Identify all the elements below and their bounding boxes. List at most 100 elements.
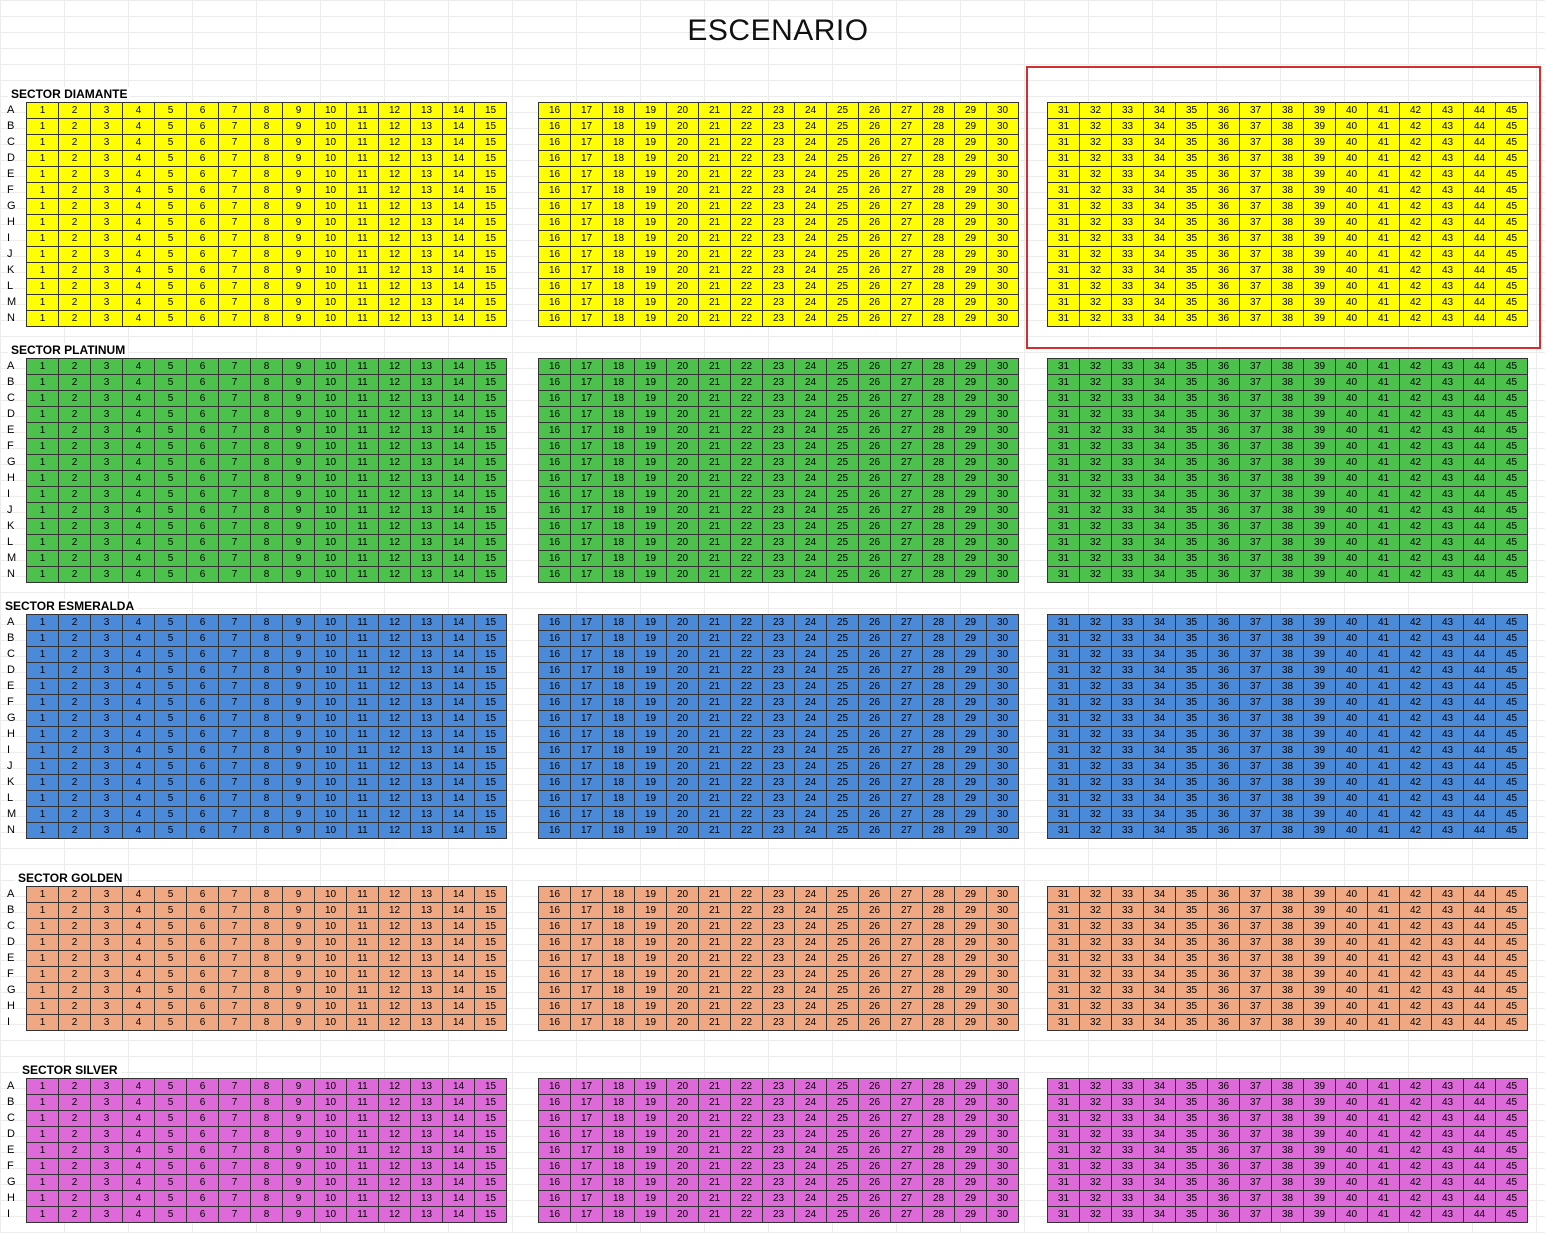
seat[interactable]: 7 bbox=[218, 998, 251, 1015]
seat[interactable]: 6 bbox=[186, 358, 219, 375]
seat[interactable]: 13 bbox=[410, 934, 443, 951]
seat[interactable]: 13 bbox=[410, 166, 443, 183]
seat[interactable]: 28 bbox=[922, 742, 955, 759]
seat[interactable]: 29 bbox=[954, 934, 987, 951]
seat[interactable]: 36 bbox=[1207, 230, 1240, 247]
seat[interactable]: 30 bbox=[986, 998, 1019, 1015]
seat[interactable]: 29 bbox=[954, 294, 987, 311]
seat[interactable]: 36 bbox=[1207, 678, 1240, 695]
seat[interactable]: 43 bbox=[1431, 774, 1464, 791]
seat[interactable]: 35 bbox=[1175, 1126, 1208, 1143]
seat[interactable]: 39 bbox=[1303, 150, 1336, 167]
seat[interactable]: 5 bbox=[154, 518, 187, 535]
seat[interactable]: 21 bbox=[698, 310, 731, 327]
seat[interactable]: 3 bbox=[90, 662, 123, 679]
seat[interactable]: 43 bbox=[1431, 678, 1464, 695]
seat[interactable]: 14 bbox=[442, 278, 475, 295]
seat[interactable]: 37 bbox=[1239, 1014, 1272, 1031]
seat[interactable]: 4 bbox=[122, 438, 155, 455]
seat[interactable]: 8 bbox=[250, 198, 283, 215]
seat[interactable]: 10 bbox=[314, 822, 347, 839]
seat[interactable]: 4 bbox=[122, 502, 155, 519]
seat[interactable]: 36 bbox=[1207, 1078, 1240, 1095]
seat[interactable]: 2 bbox=[58, 486, 91, 503]
seat[interactable]: 26 bbox=[858, 214, 891, 231]
seat[interactable]: 14 bbox=[442, 1206, 475, 1223]
seat[interactable]: 4 bbox=[122, 262, 155, 279]
seat[interactable]: 37 bbox=[1239, 1174, 1272, 1191]
seat[interactable]: 21 bbox=[698, 886, 731, 903]
seat[interactable]: 15 bbox=[474, 230, 507, 247]
seat[interactable]: 38 bbox=[1271, 694, 1304, 711]
seat[interactable]: 22 bbox=[730, 1110, 763, 1127]
seat[interactable]: 27 bbox=[890, 262, 923, 279]
seat[interactable]: 32 bbox=[1079, 534, 1112, 551]
seat[interactable]: 26 bbox=[858, 918, 891, 935]
seat[interactable]: 30 bbox=[986, 550, 1019, 567]
seat[interactable]: 28 bbox=[922, 1014, 955, 1031]
seat[interactable]: 13 bbox=[410, 310, 443, 327]
seat[interactable]: 26 bbox=[858, 678, 891, 695]
seat[interactable]: 28 bbox=[922, 790, 955, 807]
seat[interactable]: 28 bbox=[922, 438, 955, 455]
seat[interactable]: 17 bbox=[570, 262, 603, 279]
seat[interactable]: 19 bbox=[634, 1174, 667, 1191]
seat[interactable]: 21 bbox=[698, 230, 731, 247]
seat[interactable]: 18 bbox=[602, 1126, 635, 1143]
seat[interactable]: 28 bbox=[922, 950, 955, 967]
seat[interactable]: 13 bbox=[410, 118, 443, 135]
seat[interactable]: 10 bbox=[314, 694, 347, 711]
seat[interactable]: 26 bbox=[858, 1174, 891, 1191]
seat[interactable]: 19 bbox=[634, 1142, 667, 1159]
seat[interactable]: 2 bbox=[58, 550, 91, 567]
seat[interactable]: 33 bbox=[1111, 1110, 1144, 1127]
seat[interactable]: 24 bbox=[794, 1094, 827, 1111]
seat[interactable]: 10 bbox=[314, 1190, 347, 1207]
seat[interactable]: 14 bbox=[442, 806, 475, 823]
seat[interactable]: 8 bbox=[250, 438, 283, 455]
seat[interactable]: 12 bbox=[378, 918, 411, 935]
seat[interactable]: 32 bbox=[1079, 1142, 1112, 1159]
seat[interactable]: 18 bbox=[602, 438, 635, 455]
seat[interactable]: 40 bbox=[1335, 134, 1368, 151]
seat[interactable]: 33 bbox=[1111, 982, 1144, 999]
seat[interactable]: 21 bbox=[698, 710, 731, 727]
seat[interactable]: 10 bbox=[314, 662, 347, 679]
seat[interactable]: 28 bbox=[922, 102, 955, 119]
seat[interactable]: 37 bbox=[1239, 1078, 1272, 1095]
seat[interactable]: 42 bbox=[1399, 278, 1432, 295]
seat[interactable]: 21 bbox=[698, 774, 731, 791]
seat[interactable]: 44 bbox=[1463, 166, 1496, 183]
seat[interactable]: 44 bbox=[1463, 246, 1496, 263]
seat[interactable]: 40 bbox=[1335, 374, 1368, 391]
seat[interactable]: 2 bbox=[58, 982, 91, 999]
seat[interactable]: 18 bbox=[602, 198, 635, 215]
seat[interactable]: 39 bbox=[1303, 918, 1336, 935]
seat[interactable]: 38 bbox=[1271, 678, 1304, 695]
seat[interactable]: 16 bbox=[538, 1094, 571, 1111]
seat[interactable]: 27 bbox=[890, 710, 923, 727]
seat[interactable]: 10 bbox=[314, 438, 347, 455]
seat[interactable]: 42 bbox=[1399, 886, 1432, 903]
seat[interactable]: 25 bbox=[826, 758, 859, 775]
seat[interactable]: 1 bbox=[26, 182, 59, 199]
seat[interactable]: 23 bbox=[762, 998, 795, 1015]
seat[interactable]: 31 bbox=[1047, 806, 1080, 823]
seat[interactable]: 16 bbox=[538, 1174, 571, 1191]
seat[interactable]: 39 bbox=[1303, 1094, 1336, 1111]
seat[interactable]: 17 bbox=[570, 246, 603, 263]
seat[interactable]: 8 bbox=[250, 1142, 283, 1159]
seat[interactable]: 15 bbox=[474, 710, 507, 727]
seat[interactable]: 39 bbox=[1303, 310, 1336, 327]
seat[interactable]: 16 bbox=[538, 630, 571, 647]
seat[interactable]: 13 bbox=[410, 806, 443, 823]
seat[interactable]: 5 bbox=[154, 214, 187, 231]
seat[interactable]: 1 bbox=[26, 198, 59, 215]
seat[interactable]: 23 bbox=[762, 918, 795, 935]
seat[interactable]: 45 bbox=[1495, 1190, 1528, 1207]
seat[interactable]: 9 bbox=[282, 278, 315, 295]
seat[interactable]: 25 bbox=[826, 438, 859, 455]
seat[interactable]: 16 bbox=[538, 182, 571, 199]
seat[interactable]: 35 bbox=[1175, 982, 1208, 999]
seat[interactable]: 30 bbox=[986, 118, 1019, 135]
